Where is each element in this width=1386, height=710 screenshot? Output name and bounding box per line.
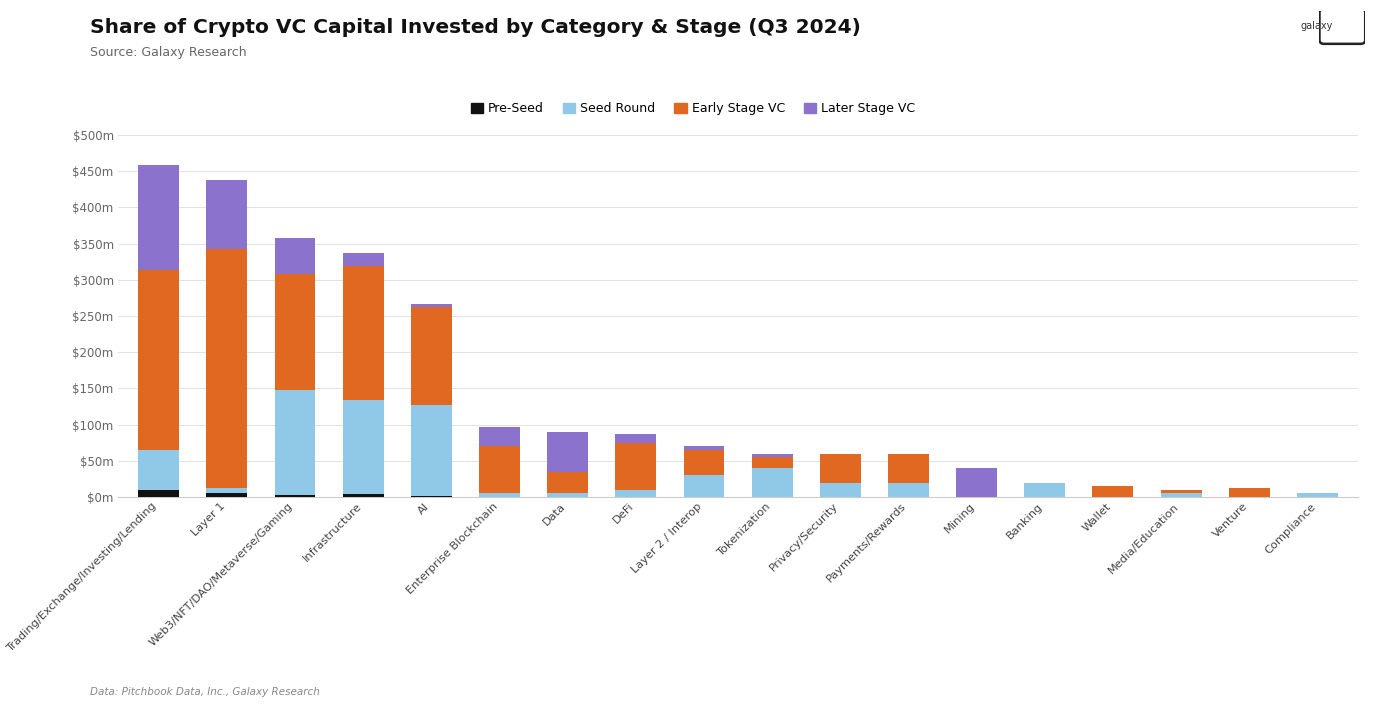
Bar <box>1229 488 1270 497</box>
Bar <box>207 493 247 497</box>
Bar <box>342 400 384 494</box>
Bar <box>207 180 247 248</box>
Bar <box>751 454 793 457</box>
Legend: Pre-Seed, Seed Round, Early Stage VC, Later Stage VC: Pre-Seed, Seed Round, Early Stage VC, La… <box>471 102 915 115</box>
Bar <box>547 471 588 493</box>
Bar <box>615 443 656 490</box>
Bar <box>888 483 929 497</box>
Bar <box>139 271 179 450</box>
Bar <box>683 447 725 450</box>
Bar <box>480 447 520 493</box>
Bar <box>410 307 452 405</box>
Bar <box>547 493 588 497</box>
Bar <box>615 490 656 497</box>
Bar <box>1024 483 1066 497</box>
Bar <box>342 253 384 266</box>
Bar <box>480 427 520 447</box>
Bar <box>274 390 316 495</box>
Bar <box>410 405 452 496</box>
Bar <box>683 450 725 475</box>
Bar <box>139 165 179 271</box>
Bar <box>751 457 793 468</box>
Bar <box>547 432 588 471</box>
Bar <box>821 483 861 497</box>
Bar <box>274 238 316 274</box>
Bar <box>480 493 520 497</box>
Bar <box>1160 490 1202 493</box>
Bar <box>1160 493 1202 497</box>
Bar <box>615 434 656 443</box>
Bar <box>956 468 997 497</box>
Bar <box>207 488 247 493</box>
Bar <box>751 468 793 497</box>
Bar <box>888 454 929 483</box>
Text: Share of Crypto VC Capital Invested by Category & Stage (Q3 2024): Share of Crypto VC Capital Invested by C… <box>90 18 861 37</box>
Bar <box>342 266 384 400</box>
Text: Source: Galaxy Research: Source: Galaxy Research <box>90 46 247 59</box>
Text: galaxy: galaxy <box>1301 21 1333 31</box>
Bar <box>683 475 725 497</box>
Bar <box>139 450 179 490</box>
Bar <box>1092 486 1134 497</box>
Bar <box>139 490 179 497</box>
Bar <box>342 494 384 497</box>
Bar <box>410 496 452 497</box>
Bar <box>1297 493 1337 497</box>
Bar <box>207 248 247 488</box>
Bar <box>274 495 316 497</box>
Bar <box>821 454 861 483</box>
Text: Data: Pitchbook Data, Inc., Galaxy Research: Data: Pitchbook Data, Inc., Galaxy Resea… <box>90 687 320 697</box>
Bar <box>410 304 452 307</box>
Bar <box>274 274 316 390</box>
